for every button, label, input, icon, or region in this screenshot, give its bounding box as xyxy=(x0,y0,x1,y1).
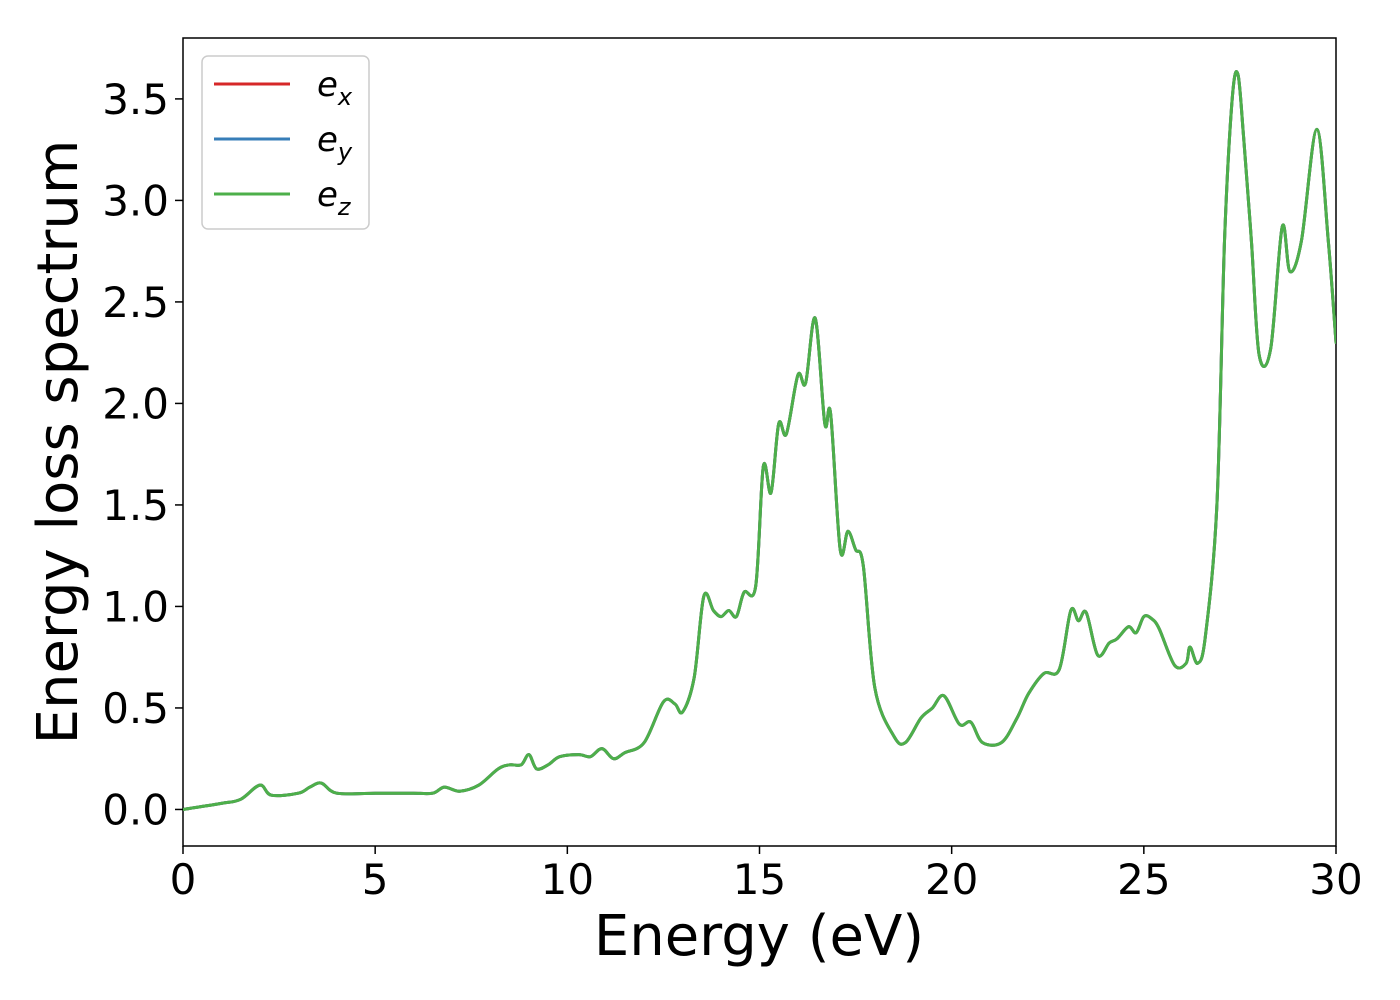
x-axis: 0 5 10 15 20 25 30 xyxy=(170,846,1363,904)
plot-area xyxy=(182,37,1337,847)
x-tick-label: 25 xyxy=(1117,855,1170,904)
y-tick-label: 2.5 xyxy=(102,278,169,327)
legend-label-ez: ez xyxy=(317,175,352,221)
y-tick-label: 0.5 xyxy=(102,684,169,733)
y-tick-label: 2.0 xyxy=(102,379,169,428)
x-tick-label: 5 xyxy=(362,855,389,904)
legend-label-ey: ey xyxy=(317,120,353,166)
x-tick-label: 10 xyxy=(541,855,594,904)
y-axis: 0.0 0.5 1.0 1.5 2.0 2.5 3.0 3.5 xyxy=(102,75,183,834)
x-axis-label: Energy (eV) xyxy=(594,904,924,969)
legend-label-ex: ex xyxy=(317,65,353,111)
legend: ex ey ez xyxy=(201,55,370,230)
y-tick-label: 3.0 xyxy=(102,176,169,225)
x-tick-label: 15 xyxy=(733,855,786,904)
y-axis-label: Energy loss spectrum xyxy=(26,140,91,745)
series-layer xyxy=(183,70,1336,811)
x-tick-label: 0 xyxy=(170,855,197,904)
x-tick-label: 20 xyxy=(925,855,978,904)
y-tick-label: 0.0 xyxy=(102,785,169,834)
y-tick-label: 3.5 xyxy=(102,75,169,124)
y-tick-label: 1.5 xyxy=(102,481,169,530)
series-line-ez xyxy=(183,70,1336,811)
legend-box xyxy=(201,55,370,230)
y-tick-label: 1.0 xyxy=(102,582,169,631)
x-tick-label: 30 xyxy=(1309,855,1362,904)
